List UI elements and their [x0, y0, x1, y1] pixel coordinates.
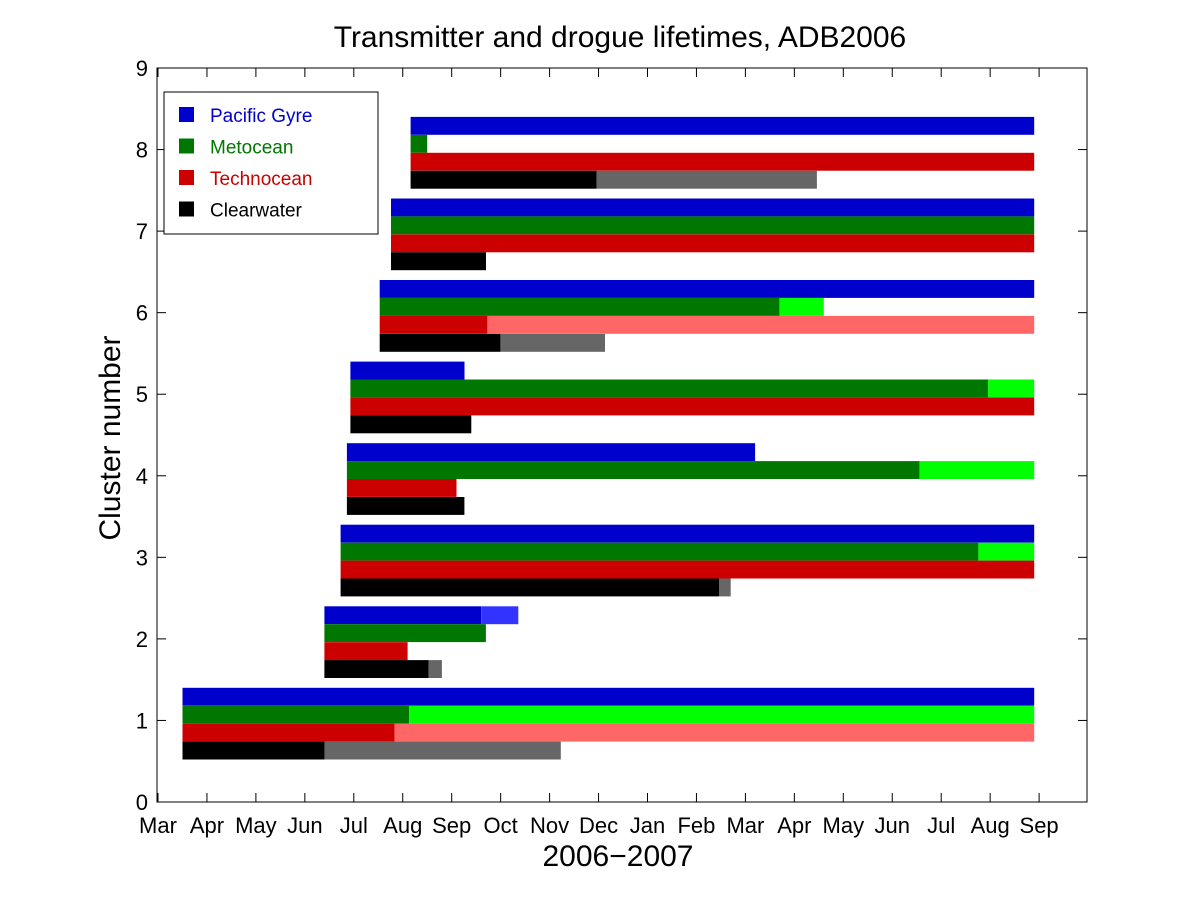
legend-box — [163, 91, 379, 235]
x-tick-label: Nov — [530, 813, 569, 838]
clearwater-bar-cluster-4 — [346, 497, 465, 515]
x-tick-label: Jul — [340, 813, 368, 838]
clearwater-bar-cluster-1 — [182, 741, 325, 760]
metocean-bar-cluster-1 — [182, 705, 410, 724]
clearwater-bar-cluster-2 — [324, 660, 429, 678]
x-tick-label: Oct — [484, 813, 518, 838]
x-tick-label: Aug — [383, 813, 422, 838]
x-tick-label: Apr — [190, 813, 224, 838]
x-tick-label: Aug — [971, 813, 1010, 838]
metocean-bar-cluster-4 — [346, 461, 920, 479]
pacific-gyre-bar-cluster-6 — [379, 280, 1035, 298]
x-tick-label: Jun — [287, 813, 322, 838]
technocean-bar-cluster-6 — [379, 315, 488, 334]
metocean-bar-cluster-2 — [324, 624, 486, 643]
technocean-bar-cluster-1 — [182, 723, 395, 742]
technocean-bar-cluster-4 — [346, 479, 457, 497]
clearwater-extended-bar-cluster-8 — [596, 170, 817, 189]
technocean-bar-cluster-3 — [340, 560, 1035, 579]
metocean-extended-bar-cluster-5 — [988, 379, 1035, 398]
x-tick-label: Jun — [875, 813, 910, 838]
legend-label-metocean: Metocean — [210, 138, 293, 159]
pacific-gyre-bar-cluster-1 — [182, 687, 1035, 706]
clearwater-bar-cluster-8 — [410, 170, 597, 189]
y-tick-label: 2 — [136, 627, 148, 652]
x-tick-label: Apr — [777, 813, 811, 838]
clearwater-extended-bar-cluster-1 — [324, 741, 561, 760]
pacific-gyre-bar-cluster-8 — [410, 116, 1035, 135]
x-tick-label: May — [235, 813, 277, 838]
legend: Pacific Gyre Metocean Technocean Clearwater — [163, 91, 379, 235]
legend-swatch-technocean — [179, 170, 194, 185]
technocean-bar-cluster-2 — [324, 642, 408, 661]
x-tick-label: Mar — [726, 813, 764, 838]
bars-layer — [182, 116, 1035, 760]
legend-swatch-pacific-gyre — [179, 107, 194, 122]
legend-swatch-clearwater — [179, 201, 194, 217]
clearwater-bar-cluster-7 — [391, 252, 486, 271]
x-tick-label: Mar — [139, 813, 177, 838]
y-tick-label: 9 — [136, 56, 148, 81]
x-tick-label: Dec — [579, 813, 618, 838]
legend-label-clearwater: Clearwater — [210, 201, 303, 222]
technocean-bar-cluster-7 — [391, 234, 1035, 253]
metocean-bar-cluster-5 — [350, 379, 989, 398]
y-tick-label: 6 — [136, 301, 148, 326]
pacific-gyre-extended-bar-cluster-2 — [481, 606, 519, 625]
ticks-layer: Mar Apr May Jun Jul Aug Sep Oct Nov Dec Jan Feb Mar A… — [136, 56, 1087, 838]
x-axis-label: 2006−2007 — [543, 840, 694, 873]
clearwater-extended-bar-cluster-6 — [500, 333, 605, 352]
metocean-bar-cluster-8 — [410, 134, 428, 153]
metocean-extended-bar-cluster-4 — [919, 461, 1035, 479]
metocean-bar-cluster-7 — [391, 216, 1035, 235]
clearwater-bar-cluster-6 — [379, 333, 501, 352]
x-tick-label: May — [823, 813, 865, 838]
y-axis-label: Cluster number — [94, 335, 127, 540]
x-tick-label: Feb — [677, 813, 715, 838]
chart-title: Transmitter and drogue lifetimes, ADB200… — [334, 21, 907, 54]
technocean-extended-bar-cluster-6 — [487, 315, 1035, 334]
clearwater-bar-cluster-3 — [340, 578, 719, 597]
technocean-extended-bar-cluster-1 — [394, 723, 1035, 742]
clearwater-bar-cluster-5 — [350, 415, 472, 434]
pacific-gyre-bar-cluster-7 — [391, 198, 1035, 217]
y-tick-label: 4 — [136, 464, 148, 489]
y-tick-label: 3 — [136, 545, 148, 570]
x-tick-label: Jan — [630, 813, 665, 838]
legend-label-pacific-gyre: Pacific Gyre — [210, 106, 312, 127]
metocean-bar-cluster-3 — [340, 542, 979, 561]
y-tick-label: 7 — [136, 219, 148, 244]
y-tick-label: 8 — [136, 138, 148, 163]
clearwater-extended-bar-cluster-2 — [428, 660, 442, 678]
y-tick-label: 5 — [136, 382, 148, 407]
x-tick-label: Sep — [432, 813, 471, 838]
pacific-gyre-bar-cluster-3 — [340, 524, 1035, 543]
x-tick-label: Sep — [1020, 813, 1059, 838]
metocean-extended-bar-cluster-3 — [978, 542, 1035, 561]
metocean-extended-bar-cluster-6 — [779, 298, 824, 316]
legend-label-technocean: Technocean — [210, 169, 312, 190]
pacific-gyre-bar-cluster-2 — [324, 606, 481, 625]
technocean-bar-cluster-8 — [410, 152, 1035, 171]
pacific-gyre-bar-cluster-4 — [346, 443, 756, 462]
legend-swatch-metocean — [179, 138, 194, 154]
metocean-extended-bar-cluster-1 — [409, 705, 1035, 724]
metocean-bar-cluster-6 — [379, 298, 780, 316]
clearwater-extended-bar-cluster-3 — [719, 578, 731, 597]
y-tick-label: 1 — [136, 708, 148, 733]
x-tick-label: Jul — [927, 813, 955, 838]
y-tick-label: 0 — [136, 790, 148, 815]
pacific-gyre-bar-cluster-5 — [350, 361, 465, 380]
technocean-bar-cluster-5 — [350, 397, 1035, 416]
